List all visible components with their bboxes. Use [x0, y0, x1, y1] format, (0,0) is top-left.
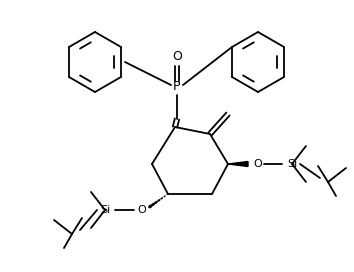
Text: O: O — [172, 51, 182, 63]
Text: O: O — [253, 159, 262, 169]
Text: O: O — [138, 205, 146, 215]
Text: Si: Si — [287, 159, 297, 169]
Polygon shape — [228, 162, 248, 166]
Text: Si: Si — [100, 205, 110, 215]
Text: P: P — [173, 81, 181, 94]
